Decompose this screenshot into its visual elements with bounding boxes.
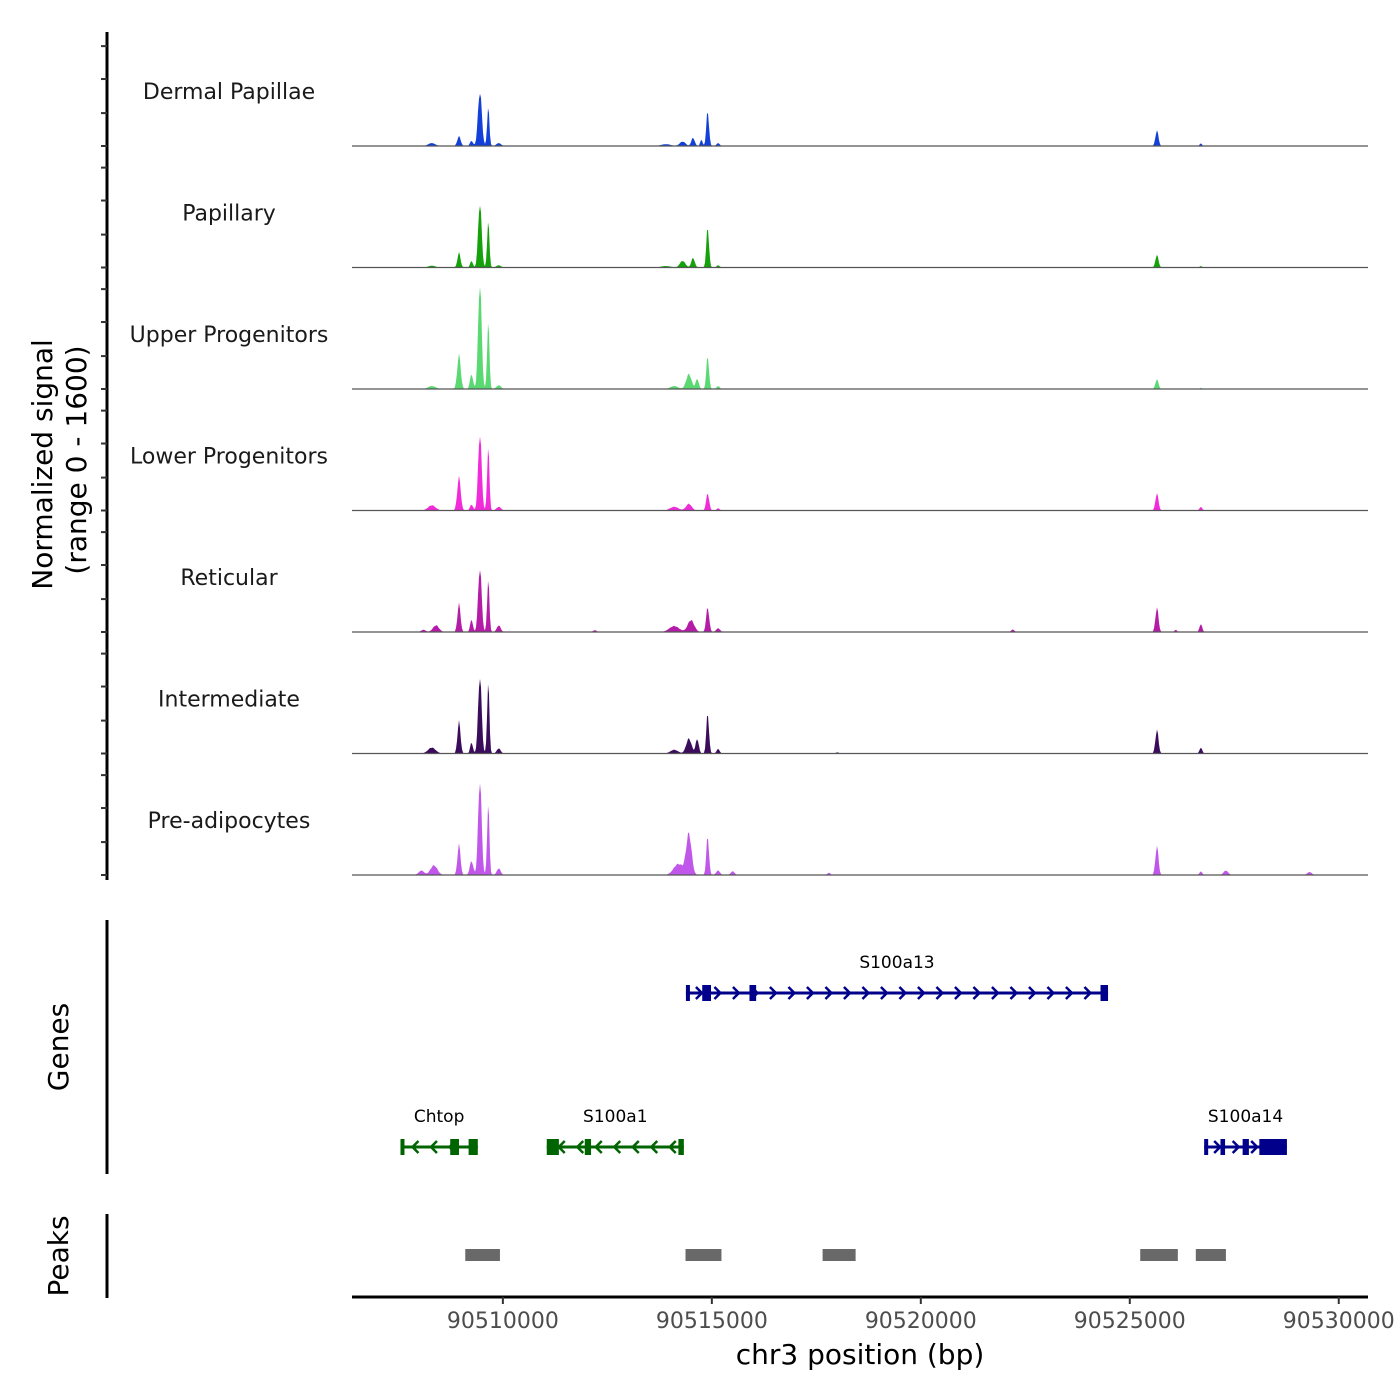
x-tick-label: 90520000 [865,1309,977,1334]
gene-exon [1220,1139,1226,1155]
strand-arrow-icon [991,986,1000,1000]
peak-region [465,1249,500,1261]
gene-exon [546,1139,559,1155]
strand-arrow-icon [593,1140,603,1154]
strand-arrow-icon [880,986,889,1000]
strand-arrow-icon [824,986,834,1000]
peak-regions-track [465,1249,1226,1261]
gene: S100a14 [1204,1107,1287,1155]
coverage-track: Upper Progenitors [130,286,1368,390]
gene-label: S100a13 [859,953,934,973]
coverage-track: Reticular [180,566,1368,633]
strand-arrow-icon [1231,1140,1241,1154]
x-axis: 90510000 90515000 90520000 90525000 90530000 [352,1295,1395,1334]
peak-region [685,1249,722,1261]
gene-exon [1100,985,1109,1001]
gene-exon [468,1139,478,1155]
track-label: Reticular [180,566,278,591]
strand-arrow-icon [1250,1140,1259,1154]
strand-arrow-icon [732,986,741,1000]
coverage-area [352,286,1368,389]
strand-arrow-icon [843,986,852,1000]
track-label: Intermediate [158,688,300,713]
gene-exon [702,985,712,1001]
strand-arrow-icon [1065,986,1074,1000]
strand-arrow-icon [898,986,908,1000]
x-tick-label: 90525000 [1074,1309,1186,1334]
coverage-area [352,205,1368,268]
track-label: Dermal Papillae [143,80,315,105]
strand-arrow-icon [713,986,723,1000]
x-tick-label: 90515000 [656,1309,768,1334]
gene-label: S100a1 [583,1107,647,1127]
gene: S100a1 [546,1107,684,1155]
x-tick-label: 90510000 [447,1309,559,1334]
signal-y-axis-title-line1: Normalized signal [26,339,59,590]
gene-exon [685,985,690,1001]
strand-arrow-icon [1046,986,1056,1000]
strand-arrow-icon [806,986,815,1000]
strand-arrow-icon [1213,1140,1222,1154]
strand-arrow-icon [935,986,945,1000]
x-axis-title: chr3 position (bp) [736,1338,985,1371]
strand-arrow-icon [575,1140,585,1154]
coverage-area [352,783,1368,875]
gene-exon [749,985,757,1001]
coverage-track: Pre-adipocytes [148,783,1368,876]
coverage-track: Papillary [182,202,1368,269]
coverage-area [352,678,1368,754]
coverage-track: Intermediate [158,678,1368,755]
x-tick-label: 90530000 [1283,1309,1395,1334]
genes-axis-title: Genes [42,1003,75,1091]
strand-arrow-icon [429,1140,438,1154]
peak-region [1140,1249,1178,1261]
coverage-area [352,93,1368,146]
coverage-area [352,436,1368,511]
gene-exon [1204,1139,1209,1155]
strand-arrow-icon [1028,986,1037,1000]
gene-annotation-track: S100a13 Chtop S100a1 S100a14 [400,953,1287,1155]
gene-exon [1259,1139,1287,1155]
strand-arrow-icon [917,986,926,1000]
signal-y-axis-title-line2: (range 0 - 1600) [60,345,93,574]
strand-arrow-icon [612,1140,622,1154]
gene: S100a13 [685,953,1109,1001]
coverage-area [352,570,1368,632]
gene-exon [450,1139,459,1155]
peaks-axis-title: Peaks [42,1215,75,1296]
track-label: Pre-adipocytes [148,809,311,834]
track-label: Upper Progenitors [130,323,329,348]
gene-exon [678,1139,684,1155]
strand-arrow-icon [769,986,778,1000]
gene-exon [584,1139,592,1155]
strand-arrow-icon [695,986,704,1000]
track-label: Lower Progenitors [130,445,328,470]
peak-region [822,1249,856,1261]
peak-region [1195,1249,1226,1261]
strand-arrow-icon [972,986,982,1000]
gene-exon [400,1139,405,1155]
strand-arrow-icon [1009,986,1019,1000]
strand-arrow-icon [410,1140,420,1154]
strand-arrow-icon [1083,986,1093,1000]
gene-label: Chtop [414,1107,465,1127]
coverage-tracks: Dermal Papillae Papillary Upper Progenitor… [130,80,1368,876]
strand-arrow-icon [667,1140,677,1154]
coverage-track: Dermal Papillae [143,80,1368,147]
track-label: Papillary [182,202,276,227]
strand-arrow-icon [630,1140,640,1154]
gene: Chtop [400,1107,478,1155]
strand-arrow-icon [861,986,871,1000]
gene-exon [1242,1139,1249,1155]
signal-y-axis [101,32,109,880]
coverage-track: Lower Progenitors [130,436,1368,512]
strand-arrow-icon [787,986,797,1000]
strand-arrow-icon [954,986,963,1000]
strand-arrow-icon [649,1140,659,1154]
gene-label: S100a14 [1208,1107,1283,1127]
signal-y-axis-title: Normalized signal (range 0 - 1600) [26,330,93,589]
